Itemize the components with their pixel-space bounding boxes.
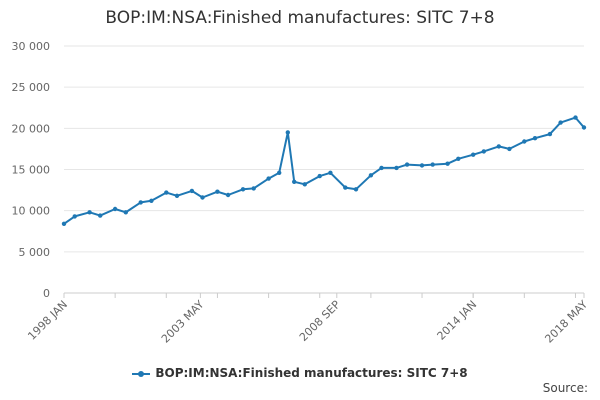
x-tick-label: 1998 JAN xyxy=(25,298,70,343)
data-point xyxy=(471,152,476,157)
x-tick-label: 2018 MAY xyxy=(542,298,590,346)
data-point xyxy=(215,189,220,194)
y-tick-label: 15 000 xyxy=(12,164,51,177)
data-point xyxy=(61,221,67,226)
data-point xyxy=(430,162,435,167)
data-point xyxy=(240,187,246,192)
data-point xyxy=(573,115,578,120)
legend-swatch xyxy=(132,370,151,377)
data-point xyxy=(225,192,231,198)
data-point xyxy=(87,210,92,215)
data-point xyxy=(200,195,205,200)
data-point xyxy=(394,165,399,171)
data-point xyxy=(379,165,384,171)
data-point xyxy=(328,170,333,175)
legend-label: BOP:IM:NSA:Finished manufactures: SITC 7… xyxy=(155,366,468,380)
data-point xyxy=(522,139,527,144)
data-point xyxy=(164,190,169,195)
y-tick-label: 25 000 xyxy=(12,81,51,94)
x-tick-label: 2003 MAY xyxy=(159,298,207,346)
data-point xyxy=(72,214,77,219)
x-tick-label: 2008 SEP xyxy=(297,298,343,344)
y-tick-label: 5 000 xyxy=(19,246,51,259)
data-point xyxy=(189,188,195,194)
data-point xyxy=(456,156,461,161)
data-point xyxy=(481,149,486,154)
chart-title: BOP:IM:NSA:Finished manufactures: SITC 7… xyxy=(105,8,495,28)
data-point xyxy=(149,198,154,203)
data-point xyxy=(404,162,410,167)
data-point xyxy=(277,170,282,175)
y-tick-label: 30 000 xyxy=(12,40,51,53)
y-tick-label: 10 000 xyxy=(12,205,51,218)
source-label: Source: xyxy=(542,381,588,395)
data-point xyxy=(317,173,322,179)
data-point xyxy=(507,146,512,152)
data-point xyxy=(343,185,348,190)
x-tick-label: 2014 JAN xyxy=(435,298,480,343)
data-point xyxy=(368,173,374,178)
data-point xyxy=(547,131,553,137)
y-tick-label: 20 000 xyxy=(12,122,51,135)
data-point xyxy=(353,187,359,192)
data-point xyxy=(123,210,128,215)
data-point xyxy=(285,130,290,135)
data-point xyxy=(266,176,271,181)
data-point xyxy=(419,163,425,168)
data-point xyxy=(558,120,563,125)
data-point xyxy=(496,144,501,149)
data-point xyxy=(532,136,538,141)
data-point xyxy=(251,186,256,191)
data-point xyxy=(292,179,297,184)
data-point xyxy=(174,193,180,198)
data-point xyxy=(112,206,118,212)
data-point xyxy=(138,200,143,205)
legend[interactable]: BOP:IM:NSA:Finished manufactures: SITC 7… xyxy=(0,366,600,380)
y-tick-label: 0 xyxy=(43,287,50,300)
data-point xyxy=(98,213,103,218)
data-point xyxy=(581,125,587,130)
data-point xyxy=(302,182,307,187)
data-point xyxy=(445,161,450,166)
series-line xyxy=(63,116,585,225)
